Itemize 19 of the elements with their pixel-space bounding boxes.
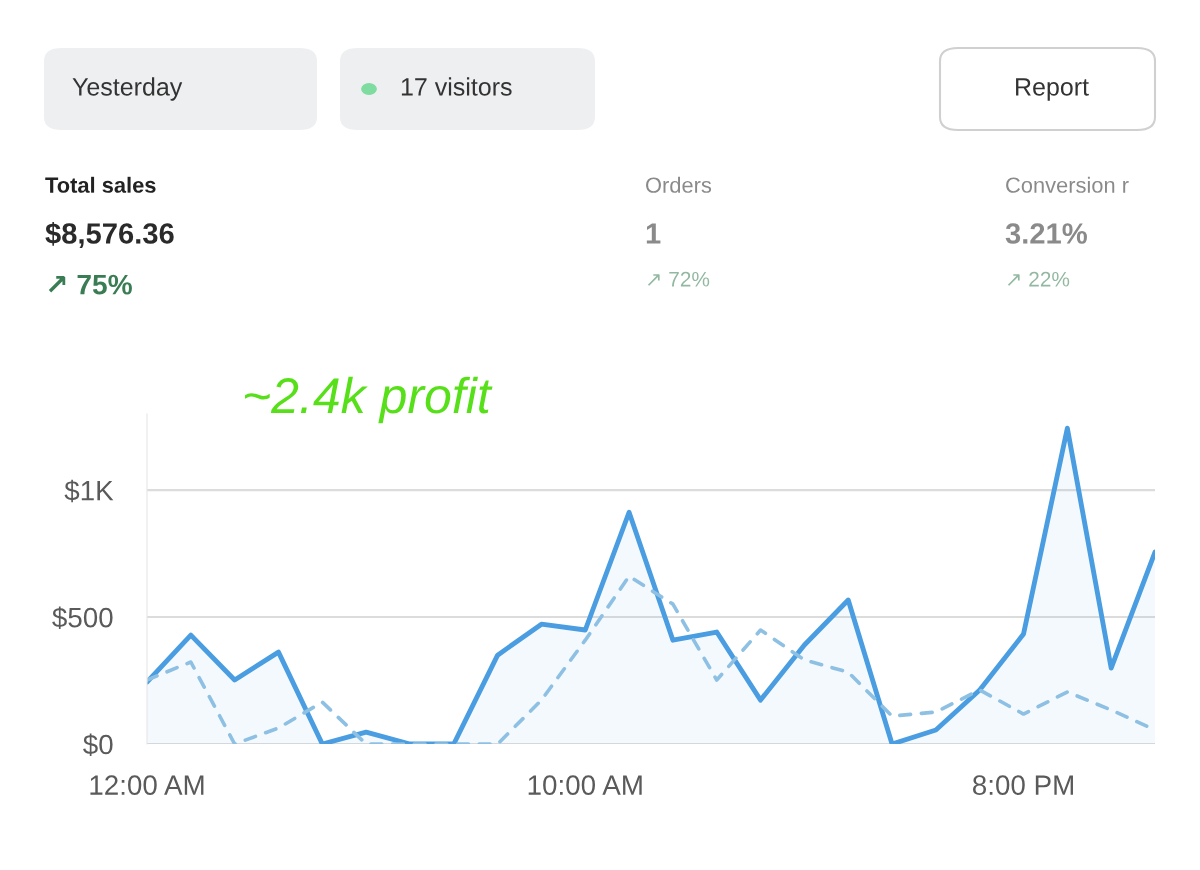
x-tick-label: 10:00 AM [528, 775, 642, 795]
text: $8,576.36 [45, 221, 174, 249]
text: ↗ 75% [48, 274, 132, 295]
text: 1 [646, 223, 661, 244]
text: Conversion r [1006, 176, 1129, 193]
text: 3.21% [1005, 223, 1087, 244]
x-tick-label: 8:00 PM [973, 775, 1073, 795]
text: Total sales [45, 176, 156, 193]
text: Report [1016, 78, 1089, 101]
text: ↗ 72% [647, 271, 710, 287]
text: Orders [646, 176, 712, 193]
text: Yesterday [72, 77, 183, 101]
text: 17 visitors [401, 77, 512, 96]
annotation: ~2.4k profit [244, 376, 493, 424]
y-tick-label: $1K [64, 479, 114, 503]
y-tick-label: $0 [83, 733, 113, 756]
y-tick-label: $500 [52, 606, 113, 630]
x-tick-label: 12:00 AM [90, 775, 204, 795]
text: ↗ 22% [1007, 271, 1070, 287]
